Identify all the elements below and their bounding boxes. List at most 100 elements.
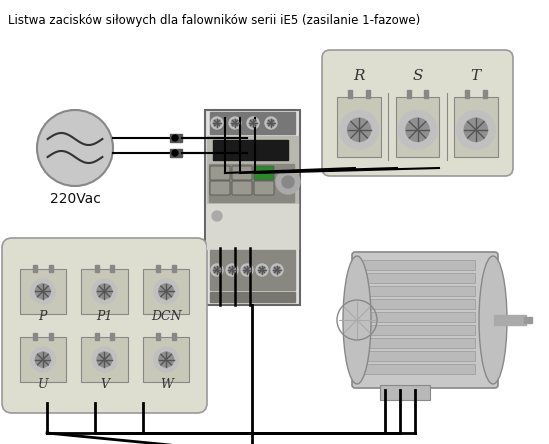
Circle shape bbox=[159, 352, 173, 367]
Bar bbox=[494, 315, 526, 325]
Circle shape bbox=[35, 352, 51, 367]
Circle shape bbox=[256, 264, 268, 276]
FancyBboxPatch shape bbox=[254, 181, 274, 195]
Bar bbox=[49, 333, 53, 340]
Circle shape bbox=[226, 264, 238, 276]
Circle shape bbox=[259, 266, 266, 274]
Bar bbox=[210, 112, 295, 134]
Bar bbox=[110, 333, 115, 340]
Text: T: T bbox=[471, 69, 481, 83]
Bar bbox=[337, 96, 381, 157]
Bar bbox=[424, 91, 428, 99]
Circle shape bbox=[247, 117, 259, 129]
Bar bbox=[172, 265, 176, 272]
FancyBboxPatch shape bbox=[352, 252, 498, 388]
Bar bbox=[210, 250, 295, 290]
Circle shape bbox=[249, 119, 256, 127]
Bar bbox=[205, 110, 300, 305]
Bar bbox=[407, 91, 411, 99]
Circle shape bbox=[30, 347, 55, 372]
Bar bbox=[465, 91, 469, 99]
FancyBboxPatch shape bbox=[210, 181, 230, 195]
Bar bbox=[94, 333, 98, 340]
FancyBboxPatch shape bbox=[322, 50, 513, 176]
Circle shape bbox=[159, 284, 173, 299]
Circle shape bbox=[273, 266, 281, 274]
Bar bbox=[33, 265, 37, 272]
Text: W: W bbox=[160, 378, 172, 391]
Bar bbox=[170, 134, 182, 142]
Bar bbox=[49, 265, 53, 272]
Bar bbox=[454, 96, 498, 157]
Bar bbox=[360, 286, 475, 296]
Bar bbox=[207, 136, 298, 206]
Bar bbox=[380, 385, 430, 400]
Circle shape bbox=[398, 111, 437, 149]
Circle shape bbox=[406, 118, 429, 141]
Circle shape bbox=[271, 264, 283, 276]
FancyBboxPatch shape bbox=[143, 337, 189, 382]
Circle shape bbox=[241, 264, 253, 276]
FancyBboxPatch shape bbox=[20, 337, 66, 382]
Circle shape bbox=[92, 347, 117, 372]
Bar bbox=[360, 260, 475, 270]
Bar bbox=[366, 91, 370, 99]
FancyBboxPatch shape bbox=[232, 181, 252, 195]
Circle shape bbox=[37, 110, 113, 186]
Circle shape bbox=[154, 279, 178, 304]
Bar bbox=[360, 351, 475, 361]
Ellipse shape bbox=[479, 256, 507, 384]
Circle shape bbox=[172, 150, 178, 156]
Circle shape bbox=[229, 117, 241, 129]
Bar bbox=[207, 204, 298, 249]
Bar bbox=[209, 164, 294, 202]
Circle shape bbox=[154, 347, 178, 372]
Bar bbox=[360, 364, 475, 374]
Circle shape bbox=[97, 352, 112, 367]
Bar bbox=[213, 140, 288, 160]
Bar bbox=[360, 273, 475, 283]
Circle shape bbox=[282, 176, 294, 188]
Bar bbox=[33, 333, 37, 340]
Circle shape bbox=[265, 117, 277, 129]
Circle shape bbox=[211, 117, 223, 129]
Circle shape bbox=[228, 266, 236, 274]
FancyBboxPatch shape bbox=[232, 166, 252, 180]
Circle shape bbox=[212, 211, 222, 221]
Text: P1: P1 bbox=[96, 310, 113, 323]
Circle shape bbox=[92, 279, 117, 304]
FancyBboxPatch shape bbox=[20, 269, 66, 314]
Bar bbox=[360, 312, 475, 322]
Circle shape bbox=[276, 170, 300, 194]
Circle shape bbox=[243, 266, 250, 274]
Bar bbox=[94, 265, 98, 272]
Bar bbox=[110, 265, 115, 272]
Bar bbox=[156, 333, 160, 340]
Text: U: U bbox=[37, 378, 48, 391]
Circle shape bbox=[35, 284, 51, 299]
Circle shape bbox=[214, 266, 221, 274]
Circle shape bbox=[348, 118, 371, 141]
Bar bbox=[170, 149, 182, 157]
Ellipse shape bbox=[343, 256, 371, 384]
Circle shape bbox=[464, 118, 488, 141]
Bar bbox=[524, 317, 532, 323]
FancyBboxPatch shape bbox=[143, 269, 189, 314]
Bar bbox=[396, 96, 439, 157]
Bar bbox=[172, 333, 176, 340]
Text: DCN: DCN bbox=[151, 310, 182, 323]
Text: R: R bbox=[354, 69, 365, 83]
Text: P: P bbox=[38, 310, 47, 323]
Bar bbox=[360, 338, 475, 348]
Circle shape bbox=[30, 279, 55, 304]
Circle shape bbox=[340, 111, 378, 149]
Text: V: V bbox=[100, 378, 109, 391]
Text: S: S bbox=[412, 69, 423, 83]
Circle shape bbox=[97, 284, 112, 299]
FancyBboxPatch shape bbox=[254, 166, 274, 180]
Circle shape bbox=[211, 264, 223, 276]
Bar bbox=[349, 91, 352, 99]
Circle shape bbox=[456, 111, 495, 149]
Bar bbox=[210, 292, 295, 302]
Bar bbox=[360, 325, 475, 335]
